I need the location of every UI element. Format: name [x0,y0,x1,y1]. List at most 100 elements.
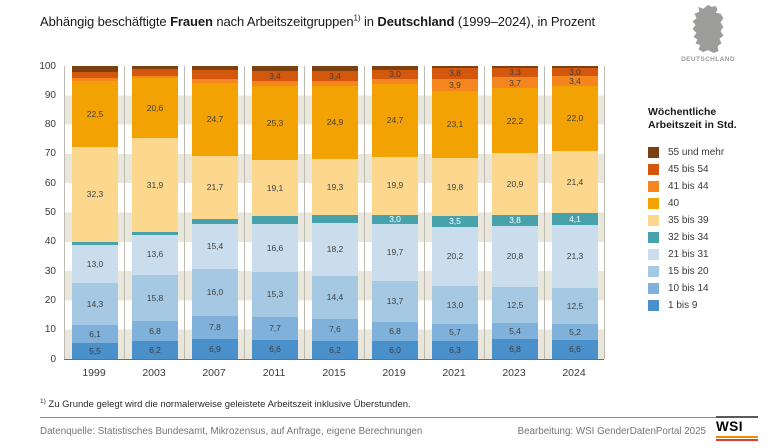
segment-value-label: 15,4 [206,241,224,252]
bar-segment: 16,0 [192,269,238,316]
segment-value-label: 6,0 [389,344,401,355]
segment-value-label: 20,2 [446,250,464,261]
segment-value-label: 3,8 [509,214,521,225]
bar-segment: 22,2 [492,88,538,154]
footnote-text: Zu Grunde gelegt wird die normalerweise … [45,399,411,410]
legend-label: 45 bis 54 [668,164,709,176]
x-tick-label: 2021 [442,367,466,379]
bar-segment: 4,1 [552,213,598,226]
segment-value-label: 4,1 [569,214,581,225]
title-part: in [360,14,378,29]
segment-value-label: 6,8 [389,326,401,337]
bar-segment: 14,3 [72,283,118,326]
legend-swatch [648,164,659,176]
legend-item: 41 bis 44 [648,178,763,195]
bar-segment: 3,0 [372,70,418,79]
legend-item: 1 bis 9 [648,297,763,314]
segment-value-label: 20,9 [506,178,524,189]
bar-segment [312,215,358,224]
segment-value-label: 18,2 [326,244,344,255]
legend-label: 35 bis 39 [668,215,709,227]
x-tick-label: 2019 [382,367,406,379]
y-tick-label: 40 [44,236,56,248]
segment-value-label: 5,4 [509,325,521,336]
y-tick-label: 10 [44,324,56,336]
bar-segment: 6,8 [132,320,178,341]
bar-segment: 15,4 [192,223,238,270]
segment-value-label: 5,5 [89,345,101,356]
bar-segment: 6,6 [252,339,298,359]
bar-segment: 14,4 [312,276,358,319]
segment-value-label: 22,2 [506,115,524,126]
segment-value-label: 3,9 [449,79,461,90]
legend-item: 40 [648,195,763,212]
bar-segment: 20,6 [132,77,178,139]
legend-title-line2: Arbeitszeit in Std. [648,119,737,132]
legend-swatch [648,147,659,159]
segment-value-label: 7,6 [329,324,341,335]
bar-2015: 6,2 7,6 14,4 18,2 19,3 24,9 3,4 [312,66,358,359]
segment-value-label: 13,6 [146,249,164,260]
segment-value-label: 3,4 [329,71,341,82]
x-tick-label: 2011 [262,367,286,379]
bar-segment [192,78,238,84]
legend-swatch [648,283,659,295]
bar-segment: 19,3 [312,158,358,216]
x-tick-label: 2007 [202,367,226,379]
segment-value-label: 5,7 [449,326,461,337]
wsi-logo-orange-bar [716,435,758,438]
y-tick-label: 0 [50,353,56,365]
legend-title: Wöchentliche Arbeitszeit in Std. [648,106,763,132]
bar-segment: 18,2 [312,223,358,277]
segment-value-label: 6,1 [89,328,101,339]
segment-value-label: 13,0 [446,299,464,310]
legend-label: 21 bis 31 [668,249,709,261]
bar-segment [252,216,298,224]
bar-segment: 13,7 [372,281,418,322]
legend-label: 40 [668,198,680,210]
bar-segment: 12,5 [492,286,538,324]
legend-item: 10 bis 14 [648,280,763,297]
bar-segment [492,66,538,68]
cell-separator [124,66,125,359]
segment-value-label: 22,0 [566,113,584,124]
bar-segment: 3,4 [252,71,298,82]
legend-label: 41 bis 44 [668,181,709,193]
segment-value-label: 21,3 [566,251,584,262]
legend-item: 45 bis 54 [648,161,763,178]
legend-swatch [648,215,659,227]
bar-segment: 6,0 [372,341,418,359]
segment-value-label: 6,6 [569,344,581,355]
bar-segment [192,219,238,224]
cell-separator [424,66,425,359]
bar-segment: 6,2 [132,340,178,359]
bar-segment [372,66,418,71]
bar-2021: 6,3 5,7 13,0 20,2 3,5 19,8 23,1 3,9 3,8 [432,66,478,359]
segment-value-label: 15,3 [266,289,284,300]
segment-value-label: 19,9 [386,180,404,191]
bar-segment: 7,6 [312,318,358,341]
x-tick-label: 2015 [322,367,346,379]
bar-segment: 5,4 [492,323,538,340]
bar-2003: 6,2 6,8 15,8 13,6 31,9 20,6 [132,66,178,359]
bar-2023: 6,8 5,4 12,5 20,8 3,8 20,9 22,2 3,7 3,3 [492,66,538,359]
segment-value-label: 6,2 [149,344,161,355]
bar-segment: 5,2 [552,324,598,340]
segment-value-label: 19,7 [386,247,404,258]
bar-segment: 7,8 [192,315,238,339]
bar-segment: 6,9 [192,338,238,359]
segment-value-label: 21,4 [566,176,584,187]
segment-value-label: 24,7 [386,115,404,126]
cell-separator [484,66,485,359]
bar-segment [252,81,298,86]
segment-value-label: 32,3 [86,189,104,200]
segment-value-label: 19,8 [446,182,464,193]
legend-label: 15 bis 20 [668,266,709,278]
x-tick-label: 1999 [82,367,106,379]
page-title: Abhängig beschäftigte Frauen nach Arbeit… [40,14,595,29]
bar-segment [132,66,178,69]
stacked-bar-chart: 5,5 6,1 14,3 13,0 32,3 22,5 6,2 6,8 15,8 13,6 31,9… [64,66,605,360]
bar-segment: 23,1 [432,90,478,159]
bar-segment: 3,9 [432,79,478,91]
title-part: Abhängig beschäftigte [40,14,171,29]
